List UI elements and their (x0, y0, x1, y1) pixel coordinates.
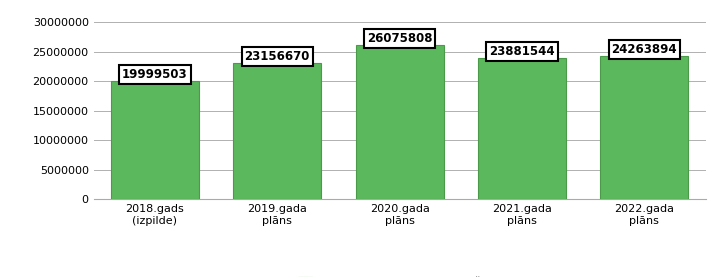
Legend: valsts pamatfunkciju īstenošana: valsts pamatfunkciju īstenošana (294, 272, 505, 277)
Text: 24263894: 24263894 (611, 43, 678, 56)
Bar (478, 58, 566, 199)
Text: 26075808: 26075808 (367, 32, 432, 45)
Text: 19999503: 19999503 (122, 68, 188, 81)
Bar (600, 56, 688, 199)
Bar (233, 63, 321, 199)
Bar (356, 45, 444, 199)
Text: 23881544: 23881544 (489, 45, 555, 58)
Text: 23156670: 23156670 (245, 50, 310, 63)
Bar (111, 81, 199, 199)
